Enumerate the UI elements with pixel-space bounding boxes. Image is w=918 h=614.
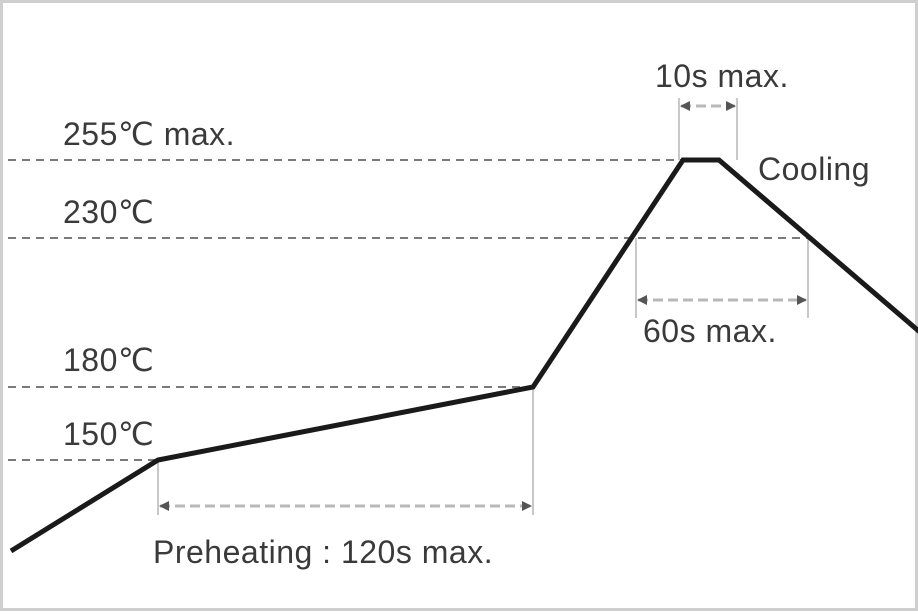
- reflow-temp-label: 230℃: [63, 194, 154, 230]
- preheat-start-temp-label: 150℃: [63, 416, 154, 452]
- reflow-time-label: 60s max.: [643, 313, 777, 349]
- peak-temp-label: 255℃ max.: [63, 116, 235, 152]
- preheat-end-temp-label: 180℃: [63, 342, 154, 378]
- peak-time-label: 10s max.: [655, 58, 789, 94]
- reflow-profile-svg: 255℃ max. 230℃ 180℃ 150℃ 10s max. Coolin…: [8, 58, 918, 570]
- preheating-label: Preheating : 120s max.: [153, 534, 493, 570]
- cooling-label: Cooling: [758, 151, 870, 187]
- temperature-profile-curve: [9, 157, 918, 554]
